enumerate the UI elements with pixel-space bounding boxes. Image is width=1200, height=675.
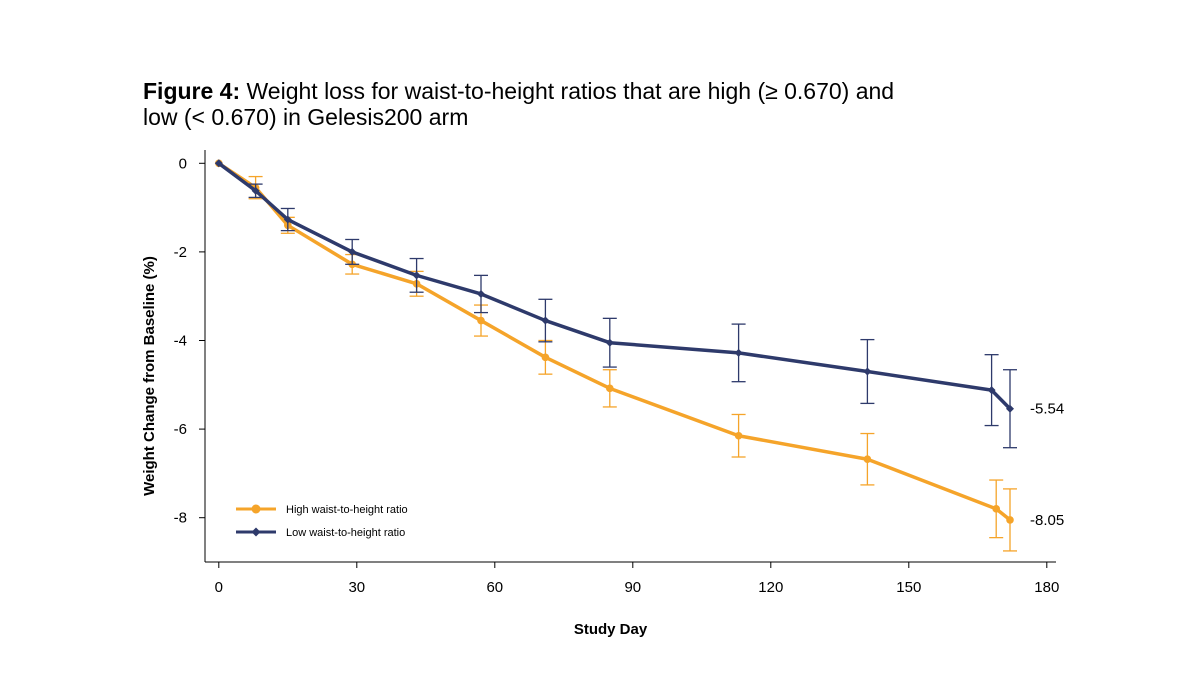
series-line [217,161,1012,410]
data-point [412,271,421,280]
y-axis-label: Weight Change from Baseline (%) [141,256,158,496]
y-tick-label: -6 [174,421,187,438]
chart-title: Figure 4: Weight loss for waist-to-heigh… [143,78,1043,130]
x-tick-label: 120 [758,579,783,596]
series-low: -5.54 [214,159,1064,449]
x-tick-label: 0 [215,579,223,596]
data-point [348,247,357,256]
figure-number: Figure 4: [143,78,241,104]
y-tick-label: -8 [174,510,187,527]
data-point [987,386,996,395]
series-high: -8.05 [215,159,1064,552]
data-point [863,455,872,464]
end-value-label: -5.54 [1030,401,1064,418]
x-tick-label: 150 [896,579,921,596]
data-point [863,367,872,376]
x-tick-label: 30 [348,579,365,596]
legend-label: High waist-to-height ratio [286,504,408,516]
title-line-1: Weight loss for waist-to-height ratios t… [240,78,895,104]
title-line-2: low (< 0.670) in Gelesis200 arm [143,104,469,130]
data-point [606,384,614,393]
data-point [1006,516,1014,524]
y-tick-label: -4 [174,332,187,349]
data-point [283,215,292,224]
data-point [477,289,485,298]
data-point [477,316,485,325]
x-tick-label: 60 [486,579,503,596]
legend: High waist-to-height ratio Low waist-to-h… [236,504,408,539]
x-tick-label: 90 [624,579,641,596]
legend-marker [251,527,261,537]
data-point [992,505,1000,513]
data-point [734,348,743,357]
data-point [541,316,550,325]
x-axis-label: Study Day [574,621,648,638]
data-point [734,431,743,440]
data-point [214,159,223,168]
legend-marker [251,504,261,514]
series-line [217,161,1012,522]
x-tick-label: 180 [1034,579,1059,596]
data-point [1006,404,1014,413]
y-tick-label: -2 [174,244,187,261]
y-tick-label: 0 [179,155,187,172]
data-point [251,186,260,195]
legend-label: Low waist-to-height ratio [286,527,405,539]
end-value-label: -8.05 [1030,512,1064,529]
data-point [605,338,614,347]
data-point [541,353,550,362]
